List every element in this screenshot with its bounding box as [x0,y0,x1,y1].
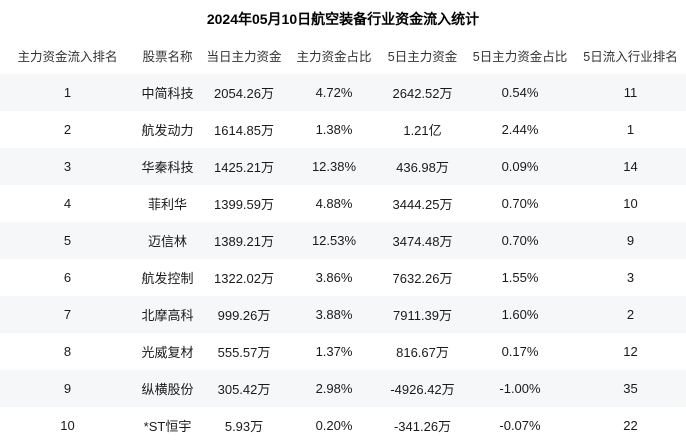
header-row: 主力资金流入排名 股票名称 当日主力资金 主力资金占比 5日主力资金 5日主力资… [0,36,686,74]
table-row: 1 中简科技 2054.26万 4.72% 2642.52万 0.54% 11 [0,74,686,111]
stock-name-cell: 航发控制 [141,271,194,286]
today-pct-cell: 3.86% [315,270,353,285]
today-pct-cell: 12.38% [311,159,357,174]
five-day-fund-cell: 816.67万 [396,345,449,360]
five-day-pct-cell: 0.70% [501,233,539,248]
rank-cell: 9 [63,381,72,396]
today-fund-cell: 1389.21万 [214,234,274,249]
five-day-fund-cell: -4926.42万 [390,382,455,397]
column-header-today-main-fund: 当日主力资金 [200,36,288,74]
fund-flow-table: 主力资金流入排名 股票名称 当日主力资金 主力资金占比 5日主力资金 5日主力资… [0,36,686,444]
stock-name-cell: *ST恒宇 [143,419,192,434]
rank-cell: 7 [63,307,72,322]
today-pct-cell: 12.53% [311,233,357,248]
five-day-fund-cell: 3444.25万 [392,197,453,212]
table-row: 5 迈信林 1389.21万 12.53% 3474.48万 0.70% 9 [0,222,686,259]
five-day-pct-cell: 0.17% [501,344,539,359]
today-fund-cell: 555.57万 [217,345,271,360]
today-pct-cell: 4.72% [315,85,353,100]
today-fund-cell: 5.93万 [224,419,264,434]
five-day-pct-cell: 2.44% [501,122,539,137]
today-fund-cell: 1614.85万 [214,123,274,138]
five-day-pct-cell: 1.60% [501,307,539,322]
today-fund-cell: 1399.59万 [214,197,274,212]
today-pct-cell: 3.88% [315,307,353,322]
industry-rank-cell: 12 [623,344,638,359]
today-fund-cell: 1425.21万 [214,160,274,175]
industry-rank-cell: 14 [623,159,638,174]
industry-rank-cell: 9 [626,233,635,248]
five-day-fund-cell: -341.26万 [393,419,452,434]
stock-name-cell: 中简科技 [141,86,194,101]
table-row: 4 菲利华 1399.59万 4.88% 3444.25万 0.70% 10 [0,185,686,222]
column-header-5day-main-fund-pct: 5日主力资金占比 [465,36,575,74]
industry-rank-cell: 11 [623,85,638,100]
today-fund-cell: 305.42万 [217,382,271,397]
stock-name-cell: 北摩高科 [141,308,194,323]
table-row: 9 纵横股份 305.42万 2.98% -4926.42万 -1.00% 35 [0,370,686,407]
column-header-5day-industry-rank: 5日流入行业排名 [575,36,686,74]
five-day-pct-cell: 0.09% [501,159,539,174]
five-day-pct-cell: 1.55% [501,270,539,285]
five-day-fund-cell: 3474.48万 [392,234,453,249]
today-pct-cell: 0.20% [315,418,353,433]
today-pct-cell: 1.37% [315,344,353,359]
today-fund-cell: 1322.02万 [214,271,274,286]
five-day-fund-cell: 1.21亿 [403,123,442,138]
industry-rank-cell: 22 [623,418,638,433]
table-row: 2 航发动力 1614.85万 1.38% 1.21亿 2.44% 1 [0,111,686,148]
column-header-main-inflow-rank: 主力资金流入排名 [0,36,135,74]
rank-cell: 8 [63,344,72,359]
table-row: 3 华秦科技 1425.21万 12.38% 436.98万 0.09% 14 [0,148,686,185]
column-header-main-fund-pct: 主力资金占比 [288,36,380,74]
table-row: 10 *ST恒宇 5.93万 0.20% -341.26万 -0.07% 22 [0,407,686,444]
today-pct-cell: 2.98% [315,381,353,396]
industry-rank-cell: 3 [626,270,635,285]
today-fund-cell: 2054.26万 [214,86,274,101]
rank-cell: 3 [63,159,72,174]
stock-name-cell: 华秦科技 [141,160,194,175]
rank-cell: 10 [60,418,75,433]
industry-rank-cell: 1 [626,122,635,137]
stock-name-cell: 菲利华 [147,197,187,212]
stock-name-cell: 迈信林 [147,234,187,249]
industry-rank-cell: 35 [623,381,638,396]
column-header-stock-name: 股票名称 [135,36,200,74]
five-day-pct-cell: -0.07% [499,418,541,433]
stock-name-cell: 纵横股份 [141,382,194,397]
five-day-fund-cell: 7911.39万 [392,308,453,323]
five-day-fund-cell: 7632.26万 [392,271,453,286]
rank-cell: 5 [63,233,72,248]
five-day-pct-cell: -1.00% [499,381,541,396]
rank-cell: 1 [63,85,72,100]
five-day-pct-cell: 0.54% [501,85,539,100]
page-title: 2024年05月10日航空装备行业资金流入统计 [206,11,480,27]
table-row: 6 航发控制 1322.02万 3.86% 7632.26万 1.55% 3 [0,259,686,296]
stock-name-cell: 光威复材 [141,345,194,360]
table-row: 8 光威复材 555.57万 1.37% 816.67万 0.17% 12 [0,333,686,370]
column-header-5day-main-fund: 5日主力资金 [380,36,465,74]
today-fund-cell: 999.26万 [217,308,271,323]
rank-cell: 4 [63,196,72,211]
industry-rank-cell: 10 [623,196,638,211]
today-pct-cell: 1.38% [315,122,353,137]
rank-cell: 2 [63,122,72,137]
five-day-fund-cell: 436.98万 [396,160,449,175]
industry-rank-cell: 2 [626,307,635,322]
today-pct-cell: 4.88% [315,196,353,211]
five-day-fund-cell: 2642.52万 [392,86,453,101]
five-day-pct-cell: 0.70% [501,196,539,211]
table-row: 7 北摩高科 999.26万 3.88% 7911.39万 1.60% 2 [0,296,686,333]
rank-cell: 6 [63,270,72,285]
stock-name-cell: 航发动力 [141,123,194,138]
